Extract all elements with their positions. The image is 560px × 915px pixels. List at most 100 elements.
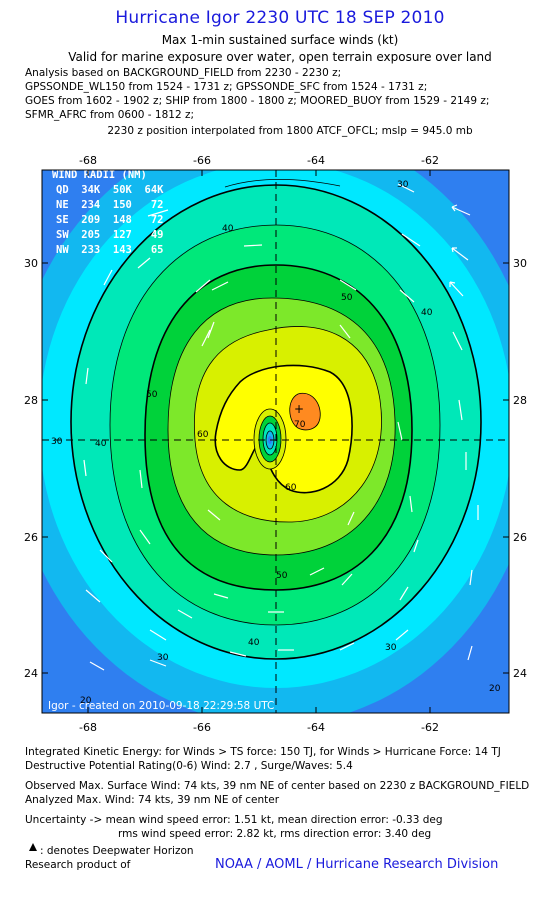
- contour-label: 60: [197, 430, 209, 440]
- wind-radii-row-sw: SW 205 127 49: [56, 229, 163, 241]
- wind-arrow: [211, 281, 229, 291]
- wind-arrow: [207, 509, 221, 521]
- page-title: Hurricane Igor 2230 UTC 18 SEP 2010: [115, 8, 445, 28]
- contour-labels: 30 40 50 40 50 60 40 30 70 60 50 40 30 3…: [51, 180, 501, 706]
- wind-arrow: [201, 329, 211, 347]
- lon-tick-label: -64: [307, 721, 325, 734]
- wind-arrow: [83, 459, 87, 477]
- contour-label: 20: [489, 684, 501, 694]
- lat-labels-right: 30 28 26 24: [513, 257, 527, 680]
- wind-arrow: [213, 593, 229, 599]
- lon-tick-label: -64: [307, 154, 325, 167]
- wind-arrow: [139, 469, 143, 489]
- contour-label: 30: [51, 437, 63, 447]
- wind-arrow: [339, 324, 351, 339]
- wind-arrow: [89, 661, 105, 671]
- wind-radii-row-nw: NW 233 143 65: [56, 244, 163, 256]
- lon-tick-label: -66: [193, 154, 211, 167]
- wind-arrow: [137, 257, 151, 269]
- wind-arrow: [401, 233, 421, 247]
- wind-vectors: [83, 183, 479, 671]
- contour-label: 70: [294, 420, 306, 430]
- wind-arrow: [399, 289, 415, 303]
- plot-frame: [41, 169, 510, 714]
- dpr-line: Destructive Potential Rating(0-6) Wind: …: [25, 760, 353, 772]
- subtitle-exposure: Valid for marine exposure over water, op…: [68, 50, 492, 64]
- contour-label: 30: [157, 653, 169, 663]
- wind-arrow: [395, 629, 409, 641]
- wind-arrow: [452, 331, 463, 351]
- contour-label: 30: [397, 180, 409, 190]
- lon-labels-bottom: -68 -66 -64 -62: [79, 721, 439, 734]
- wind-arrow: [103, 269, 113, 286]
- contour-label: 30: [385, 643, 397, 653]
- wind-arrow: [467, 645, 473, 661]
- wind-radii-row-ne: NE 234 150 72: [56, 199, 163, 211]
- contour-label: 50: [341, 293, 353, 303]
- wind-arrow: [339, 642, 355, 651]
- lat-tick-label: 30: [24, 257, 38, 270]
- wind-arrow: [397, 421, 403, 441]
- lat-tick-label: 24: [513, 667, 527, 680]
- analysis-line: GPSSONDE_WL150 from 1524 - 1731 z; GPSSO…: [25, 81, 428, 93]
- wind-arrow: [458, 399, 463, 421]
- deepwater-horizon-icon: [29, 843, 37, 851]
- lat-tick-label: 26: [513, 531, 527, 544]
- lat-tick-label: 26: [24, 531, 38, 544]
- uncertainty-line-2: rms wind speed error: 2.82 kt, rms direc…: [118, 828, 432, 840]
- wind-arrow: [177, 609, 193, 619]
- wind-arrow: [207, 321, 215, 339]
- lon-tick-label: -68: [79, 721, 97, 734]
- lat-tick-label: 28: [513, 394, 527, 407]
- wind-arrow: [451, 204, 471, 216]
- wind-field: + 30 40 50 40 50 60 40 30 70 60 50 40 30…: [42, 169, 509, 713]
- field-70: [289, 392, 321, 431]
- wind-arrow: [339, 279, 357, 291]
- axis-ticks: [42, 170, 509, 713]
- contour-label: 40: [222, 224, 234, 234]
- wind-arrow: [469, 569, 473, 586]
- wind-arrow: [397, 183, 415, 193]
- wind-radii-header: WIND RADII (NM): [52, 169, 147, 181]
- lon-labels-top: -68 -66 -64 -62: [79, 154, 439, 167]
- center-crosshair: [42, 170, 509, 713]
- research-label: Research product of: [25, 859, 131, 871]
- analysis-line: SFMR_AFRC from 0600 - 1812 z;: [25, 109, 195, 121]
- wind-arrow: [341, 573, 353, 586]
- analysis-line: Analysis based on BACKGROUND_FIELD from …: [25, 67, 342, 79]
- wind-radii-cols: QD 34K 50K 64K: [56, 184, 164, 196]
- contour-label: 20: [80, 696, 92, 706]
- wind-arrow: [229, 651, 247, 657]
- observed-max-line: Observed Max. Surface Wind: 74 kts, 39 n…: [25, 780, 530, 792]
- lon-tick-label: -68: [79, 154, 97, 167]
- max-wind-marker: +: [294, 402, 304, 416]
- wind-arrow: [309, 567, 325, 576]
- lat-labels-left: 30 28 26 24: [24, 257, 38, 680]
- lon-tick-label: -66: [193, 721, 211, 734]
- created-stamp: Igor - created on 2010-09-18 22:29:58 UT…: [48, 700, 274, 712]
- wind-arrow: [139, 529, 151, 545]
- wind-arrow: [195, 279, 211, 293]
- wind-arrow: [85, 367, 89, 385]
- wind-arrow: [99, 549, 113, 563]
- contour-35-top: [224, 179, 341, 188]
- uncertainty-line-1: Uncertainty -> mean wind speed error: 1.…: [25, 814, 443, 826]
- ike-line: Integrated Kinetic Energy: for Winds > T…: [25, 746, 501, 758]
- wind-arrow: [147, 209, 169, 217]
- wind-arrow: [243, 244, 263, 247]
- deepwater-note: : denotes Deepwater Horizon: [40, 845, 194, 857]
- wind-radii-row-se: SE 209 148 72: [56, 214, 163, 226]
- wind-arrow: [409, 495, 413, 513]
- noaa-credit: NOAA / AOML / Hurricane Research Divisio…: [215, 857, 499, 872]
- position-note: 2230 z position interpolated from 1800 A…: [107, 125, 473, 137]
- wind-arrow: [347, 511, 355, 526]
- lat-tick-label: 28: [24, 394, 38, 407]
- lon-tick-label: -62: [421, 154, 439, 167]
- wind-arrow: [449, 281, 464, 297]
- lat-tick-label: 30: [513, 257, 527, 270]
- contour-label: 40: [95, 439, 107, 449]
- contour-label: 40: [421, 308, 433, 318]
- lon-tick-label: -62: [421, 721, 439, 734]
- wind-arrow: [413, 539, 419, 553]
